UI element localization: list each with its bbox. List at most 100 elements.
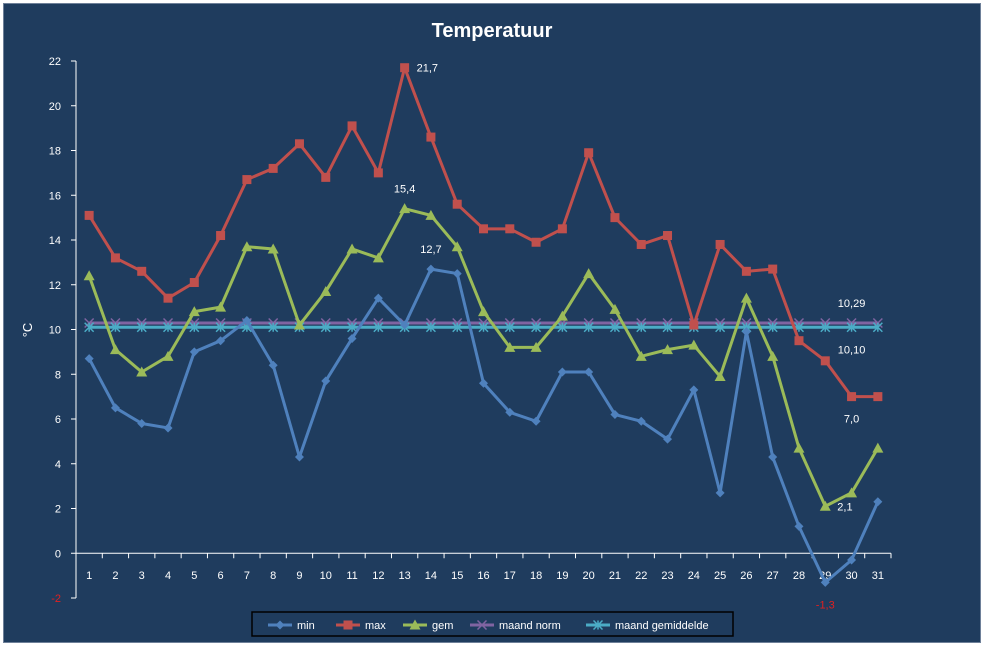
data-label: 2,1 (837, 501, 852, 513)
data-point-min (347, 333, 357, 343)
data-point-gem (478, 306, 489, 317)
x-tick-label: 14 (425, 570, 437, 582)
data-point-gem (662, 344, 674, 355)
data-point-max (189, 278, 199, 288)
data-point-gem (136, 366, 148, 377)
data-point-min (163, 423, 173, 433)
data-point-min (452, 269, 462, 279)
data-point-max (373, 168, 383, 178)
x-tick-label: 22 (635, 570, 647, 582)
data-point-maand-gemiddelde (504, 322, 515, 333)
data-label: 15,4 (394, 184, 415, 196)
legend: min max gem maand norm maand gemiddelde (251, 611, 734, 637)
data-point-gem (846, 487, 858, 498)
data-point-max (110, 253, 120, 263)
data-point-maand-gemiddelde (268, 322, 279, 333)
legend-label-maand-norm: maand norm (499, 620, 561, 632)
data-point-max (216, 231, 226, 241)
legend-marker-min (275, 620, 285, 630)
x-tick-label: 15 (451, 570, 463, 582)
x-tick-label: 6 (218, 570, 224, 582)
data-point-min (847, 555, 857, 565)
data-point-maand-gemiddelde (557, 322, 568, 333)
data-point-min (110, 403, 120, 413)
x-tick-label: 31 (872, 570, 884, 582)
legend-marker-max (343, 620, 353, 630)
data-label: 7,0 (844, 414, 859, 426)
data-point-maand-gemiddelde (110, 322, 121, 333)
data-point-min (84, 354, 94, 364)
data-point-max (610, 213, 620, 223)
data-point-max (268, 163, 278, 173)
x-tick-label: 13 (399, 570, 411, 582)
x-tick-label: 17 (504, 570, 516, 582)
data-point-min (636, 416, 646, 426)
data-point-gem (714, 370, 726, 381)
data-point-max (584, 148, 594, 158)
data-point-gem (162, 350, 174, 361)
y-tick-label: 4 (55, 459, 61, 471)
data-point-min (137, 418, 147, 428)
data-point-gem (451, 241, 463, 252)
series-layer (83, 63, 884, 587)
data-point-maand-gemiddelde (662, 322, 673, 333)
legend-marker-maand-gemiddelde (592, 619, 604, 631)
x-tick-label: 7 (244, 570, 250, 582)
series-min (84, 264, 883, 587)
data-point-max (689, 320, 699, 330)
y-tick-label: -2 (51, 593, 61, 605)
data-point-gem (635, 350, 647, 361)
data-point-max (321, 172, 331, 182)
data-point-min (294, 452, 304, 462)
data-point-max (794, 336, 804, 346)
data-point-maand-gemiddelde (84, 322, 95, 333)
data-point-max (557, 224, 567, 234)
data-point-gem (372, 252, 384, 263)
data-labels: 21,7 15,4 12,7 10,29 10,10 7,0 2,1 -1,3 (394, 63, 865, 612)
data-label: 10,10 (838, 344, 866, 356)
data-point-min (321, 376, 331, 386)
data-point-min (400, 320, 410, 330)
data-point-gem (688, 339, 700, 350)
x-tick-label: 27 (767, 570, 779, 582)
data-point-gem (293, 319, 305, 330)
data-point-maand-gemiddelde (162, 322, 174, 333)
data-point-min (610, 410, 620, 420)
data-point-maand-gemiddelde (215, 322, 226, 333)
data-point-gem (83, 270, 95, 281)
data-point-min (557, 367, 567, 377)
x-tick-label: 21 (609, 570, 621, 582)
x-tick-label: 11 (346, 570, 357, 582)
x-tick-label: 28 (793, 570, 805, 582)
data-point-gem (556, 310, 568, 321)
data-point-gem (583, 268, 595, 279)
data-point-min (268, 360, 278, 370)
data-point-min (584, 367, 594, 377)
data-point-min (715, 488, 725, 498)
data-point-gem (872, 442, 884, 453)
y-tick-label: 20 (49, 101, 61, 113)
x-tick-label: 25 (714, 570, 726, 582)
data-point-gem (740, 292, 752, 303)
data-point-maand-gemiddelde (136, 322, 147, 333)
data-point-maand-gemiddelde (189, 322, 200, 333)
data-point-gem (609, 303, 621, 314)
x-tick-label: 2 (112, 570, 118, 582)
data-point-max (505, 224, 515, 234)
data-point-min (426, 264, 436, 274)
data-label: 21,7 (417, 63, 438, 75)
data-point-max (741, 266, 751, 276)
data-point-gem (425, 209, 437, 220)
legend-label-gem: gem (432, 620, 453, 632)
data-point-gem (793, 442, 805, 453)
legend-marker-gem (409, 619, 421, 630)
data-point-max (242, 175, 252, 185)
data-point-min (873, 497, 883, 507)
data-point-max (400, 63, 410, 73)
data-label: 10,29 (838, 298, 866, 310)
y-tick-label: 0 (55, 548, 61, 560)
data-point-min (216, 336, 226, 346)
y-axis-label: °C (20, 323, 35, 338)
data-point-max (452, 199, 462, 209)
